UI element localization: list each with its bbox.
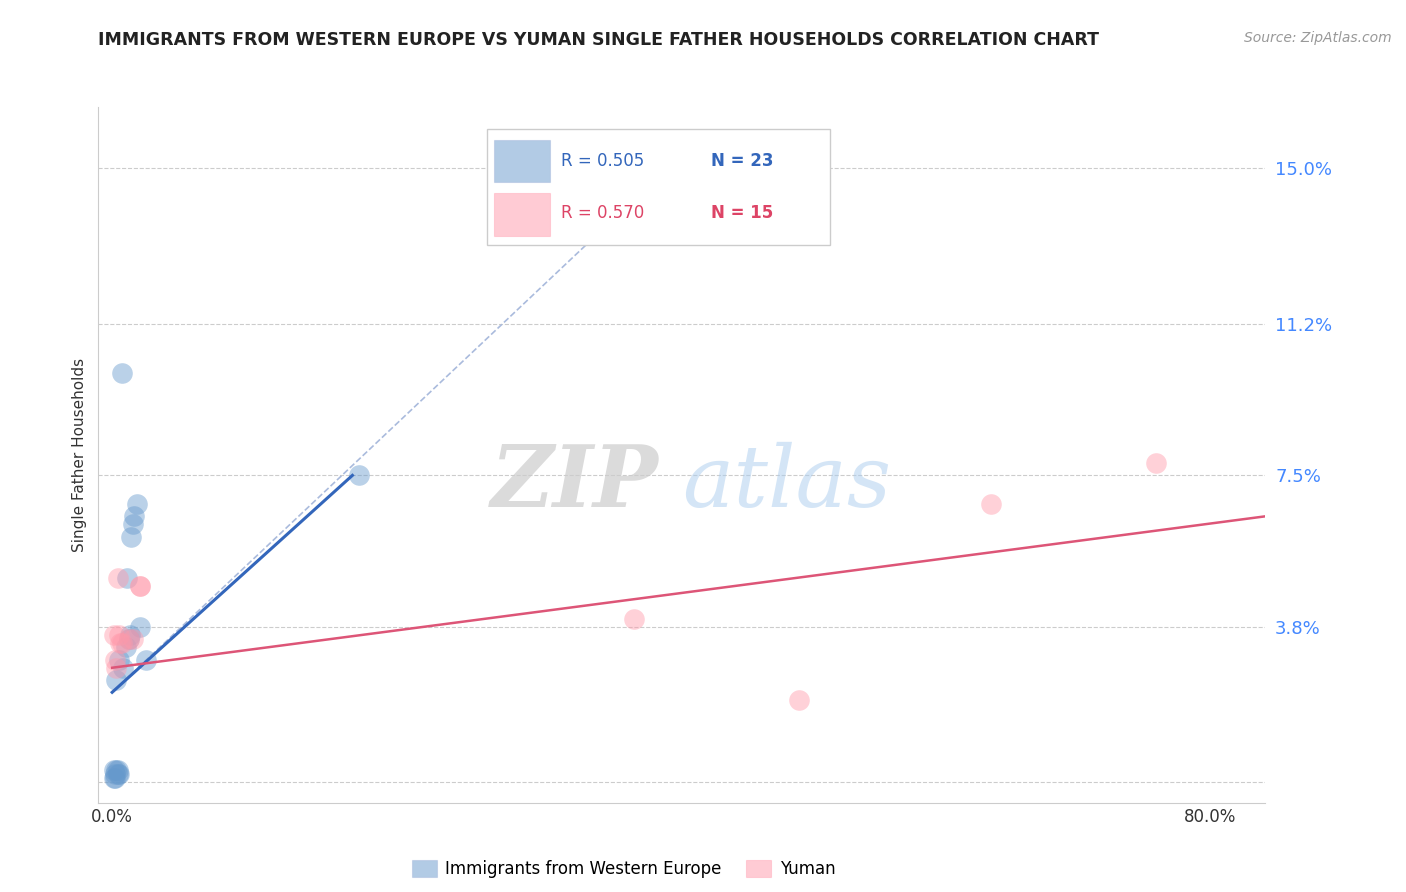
Point	[107, 763, 129, 777]
Point	[103, 628, 125, 642]
Point	[103, 763, 125, 777]
FancyBboxPatch shape	[486, 129, 830, 245]
Point	[105, 661, 128, 675]
Point	[117, 571, 139, 585]
Text: atlas: atlas	[682, 442, 891, 524]
Point	[104, 652, 127, 666]
FancyBboxPatch shape	[494, 193, 550, 235]
Point	[112, 661, 135, 675]
FancyBboxPatch shape	[494, 140, 550, 182]
Point	[117, 632, 139, 646]
Point	[107, 767, 129, 781]
Point	[787, 693, 810, 707]
Point	[128, 620, 150, 634]
Point	[108, 652, 131, 666]
Point	[107, 571, 129, 585]
Text: IMMIGRANTS FROM WESTERN EUROPE VS YUMAN SINGLE FATHER HOUSEHOLDS CORRELATION CHA: IMMIGRANTS FROM WESTERN EUROPE VS YUMAN …	[98, 31, 1099, 49]
Point	[111, 366, 134, 380]
Text: N = 15: N = 15	[711, 204, 773, 222]
Text: R = 0.505: R = 0.505	[561, 152, 644, 170]
Point	[117, 632, 139, 646]
Point	[125, 497, 148, 511]
Point	[111, 636, 134, 650]
Text: ZIP: ZIP	[491, 441, 658, 524]
Point	[115, 640, 138, 655]
Text: R = 0.570: R = 0.570	[561, 204, 644, 222]
Point	[108, 628, 131, 642]
Point	[118, 628, 141, 642]
Point	[623, 612, 645, 626]
Point	[103, 771, 125, 785]
Text: N = 23: N = 23	[711, 152, 773, 170]
Point	[120, 530, 142, 544]
Point	[1144, 456, 1167, 470]
Point	[121, 517, 143, 532]
Point	[104, 767, 127, 781]
Point	[128, 579, 150, 593]
Y-axis label: Single Father Households: Single Father Households	[72, 358, 87, 552]
Point	[110, 636, 132, 650]
Point	[980, 497, 1002, 511]
Point	[105, 673, 128, 687]
Legend: Immigrants from Western Europe, Yuman: Immigrants from Western Europe, Yuman	[405, 854, 842, 885]
Point	[135, 652, 157, 666]
Point	[128, 579, 150, 593]
Point	[122, 509, 145, 524]
Point	[104, 771, 127, 785]
Point	[105, 763, 128, 777]
Text: Source: ZipAtlas.com: Source: ZipAtlas.com	[1244, 31, 1392, 45]
Point	[108, 767, 131, 781]
Point	[121, 632, 143, 646]
Point	[349, 468, 371, 483]
